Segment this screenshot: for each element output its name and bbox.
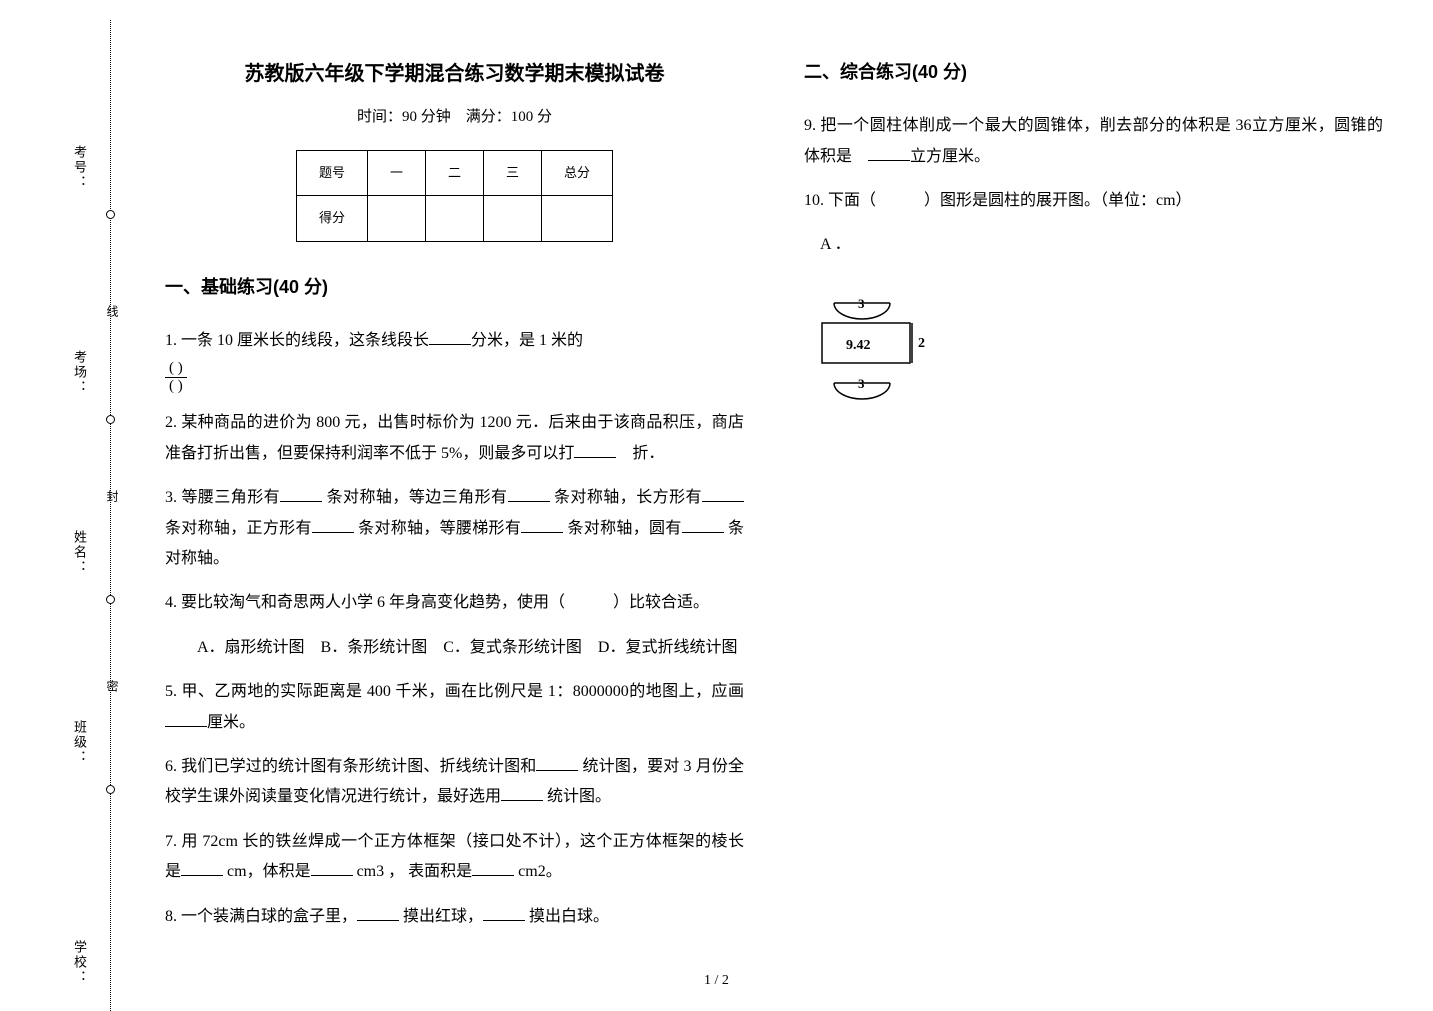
page-footer: 1 / 2 — [0, 973, 1433, 989]
q6-a: 6. 我们已学过的统计图有条形统计图、折线统计图和 — [165, 758, 536, 775]
blank — [429, 329, 471, 345]
blank — [868, 145, 910, 161]
question-4: 4. 要比较淘气和奇思两人小学 6 年身高变化趋势，使用（ ）比较合适。 — [165, 588, 744, 618]
blank — [574, 442, 616, 458]
seal-char: 密 — [104, 680, 121, 694]
question-9: 9. 把一个圆柱体削成一个最大的圆锥体，削去部分的体积是 36立方厘米，圆锥的体… — [804, 111, 1383, 172]
question-6: 6. 我们已学过的统计图有条形统计图、折线统计图和 统计图，要对 3 月份全校学… — [165, 752, 744, 813]
paper-body: 苏教版六年级下学期混合练习数学期末模拟试卷 时间：90 分钟 满分：100 分 … — [165, 55, 1383, 951]
question-2: 2. 某种商品的进价为 800 元，出售时标价为 1200 元．后来由于该商品积… — [165, 408, 744, 469]
q5-b: 厘米。 — [207, 714, 255, 731]
q3-a: 3. 等腰三角形有 — [165, 489, 280, 506]
cylinder-net-figure: 3 9.42 2 3 — [804, 275, 1383, 436]
fig-height: 2 — [918, 336, 925, 351]
q3-e: 条对称轴，等腰梯形有 — [358, 520, 521, 537]
q4-text: 4. 要比较淘气和奇思两人小学 6 年身高变化趋势，使用（ ）比较合适。 — [165, 594, 709, 611]
blank — [312, 517, 354, 533]
section-2-title: 二、综合练习(40 分) — [804, 55, 1383, 89]
q8-b: 摸出红球， — [403, 908, 483, 925]
paper-title: 苏教版六年级下学期混合练习数学期末模拟试卷 — [165, 55, 744, 93]
score-header-cell: 一 — [367, 150, 425, 196]
q6-c: 统计图。 — [547, 788, 611, 805]
fraction-denominator: ( ) — [165, 378, 187, 395]
binding-strip — [50, 0, 130, 1011]
score-cell — [367, 196, 425, 242]
q3-f: 条对称轴，圆有 — [568, 520, 682, 537]
score-cell — [484, 196, 542, 242]
blank — [181, 860, 223, 876]
q1-text-b: 分米，是 1 米的 — [471, 332, 583, 349]
blank — [165, 711, 207, 727]
question-3: 3. 等腰三角形有 条对称轴，等边三角形有 条对称轴，长方形有 条对称轴，正方形… — [165, 483, 744, 574]
fig-width: 9.42 — [846, 338, 871, 353]
q3-d: 条对称轴，正方形有 — [165, 520, 312, 537]
q3-c: 条对称轴，长方形有 — [554, 489, 702, 506]
cut-line-circle — [106, 785, 115, 794]
binding-label-name: 姓名： — [70, 530, 89, 575]
question-7: 7. 用 72cm 长的铁丝焊成一个正方体框架（接口处不计），这个正方体框架的棱… — [165, 827, 744, 888]
score-header-cell: 三 — [484, 150, 542, 196]
cut-line — [110, 20, 111, 1011]
binding-label-class: 班级： — [70, 720, 89, 765]
blank — [501, 785, 543, 801]
q8-c: 摸出白球。 — [529, 908, 609, 925]
score-header-cell: 总分 — [542, 150, 613, 196]
binding-label-exam_no: 考号： — [70, 145, 89, 190]
question-1: 1. 一条 10 厘米长的线段，这条线段长 分米，是 1 米的 ( ) ( ) — [165, 326, 744, 394]
fraction: ( ) ( ) — [165, 360, 187, 394]
binding-label-room: 考场： — [70, 350, 89, 395]
blank — [508, 486, 550, 502]
question-10: 10. 下面（ ）图形是圆柱的展开图。（单位：cm） — [804, 186, 1383, 216]
score-table: 题号一二三总分 得分 — [296, 150, 613, 242]
question-8: 8. 一个装满白球的盒子里， 摸出红球， 摸出白球。 — [165, 902, 744, 932]
blank — [536, 755, 578, 771]
fig-bottom-radius: 3 — [858, 376, 865, 391]
q3-b: 条对称轴，等边三角形有 — [327, 489, 508, 506]
cut-line-circle — [106, 210, 115, 219]
blank — [682, 517, 724, 533]
blank — [280, 486, 322, 502]
question-4-choices: A．扇形统计图 B．条形统计图 C．复式条形统计图 D．复式折线统计图 — [181, 633, 744, 663]
fraction-numerator: ( ) — [165, 360, 187, 378]
q7-c: cm3 ， 表面积是 — [357, 863, 473, 880]
paper-subtitle: 时间：90 分钟 满分：100 分 — [165, 103, 744, 132]
q1-text-a: 1. 一条 10 厘米长的线段，这条线段长 — [165, 332, 429, 349]
section-1-title: 一、基础练习(40 分) — [165, 270, 744, 304]
question-10-option: A ． — [820, 230, 1383, 260]
seal-char: 线 — [104, 305, 121, 319]
blank — [357, 905, 399, 921]
q7-d: cm2。 — [518, 863, 562, 880]
score-cell — [425, 196, 483, 242]
blank — [311, 860, 353, 876]
q7-b: cm，体积是 — [227, 863, 311, 880]
fig-top-radius: 3 — [858, 296, 865, 311]
cylinder-net-svg: 3 9.42 2 3 — [804, 275, 964, 425]
seal-char: 封 — [104, 490, 121, 504]
q5-a: 5. 甲、乙两地的实际距离是 400 千米，画在比例尺是 1：8000000的地… — [165, 683, 744, 700]
score-header-cell: 题号 — [296, 150, 367, 196]
blank — [472, 860, 514, 876]
blank — [483, 905, 525, 921]
blank — [702, 486, 744, 502]
score-header-cell: 二 — [425, 150, 483, 196]
q2-tail: 折． — [616, 445, 664, 462]
cut-line-circle — [106, 415, 115, 424]
q9-b: 立方厘米。 — [910, 148, 990, 165]
q8-a: 8. 一个装满白球的盒子里， — [165, 908, 357, 925]
cut-line-circle — [106, 595, 115, 604]
question-5: 5. 甲、乙两地的实际距离是 400 千米，画在比例尺是 1：8000000的地… — [165, 677, 744, 738]
blank — [521, 517, 563, 533]
score-cell: 得分 — [296, 196, 367, 242]
score-cell — [542, 196, 613, 242]
